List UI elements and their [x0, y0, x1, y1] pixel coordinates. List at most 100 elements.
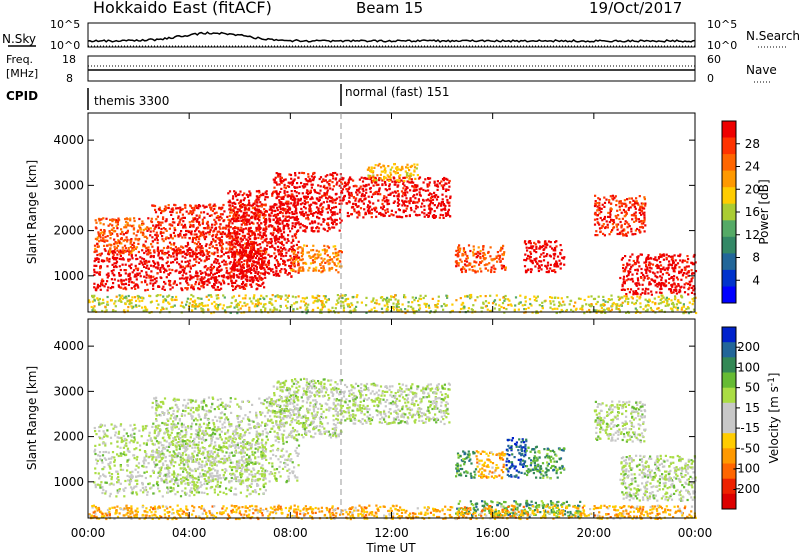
power-cell: [455, 262, 458, 265]
power-cell: [275, 190, 278, 193]
power-cell: [340, 219, 343, 222]
power-cell: [288, 206, 291, 209]
power-cell: [285, 200, 288, 203]
power-cell: [250, 265, 254, 268]
power-cell: [186, 250, 189, 253]
power-cell: [313, 258, 317, 261]
power-cell: [212, 238, 215, 241]
power-cell: [139, 231, 143, 234]
power-cell: [603, 217, 606, 221]
power-cell: [380, 213, 383, 216]
power-cell: [538, 266, 541, 269]
power-cell: [664, 279, 667, 282]
power-cell: [599, 216, 602, 220]
power-cell: [124, 224, 127, 227]
power-cell: [597, 197, 600, 200]
power-cell: [200, 211, 203, 214]
power-cell: [386, 174, 389, 177]
power-cell: [99, 222, 102, 225]
power-cell: [128, 265, 131, 268]
power-cell: [238, 294, 241, 297]
power-cell: [323, 193, 326, 196]
power-cell: [271, 194, 274, 197]
nave-tick-bottom: 0: [707, 72, 714, 85]
power-cell: [180, 260, 183, 263]
power-cell: [348, 177, 351, 180]
power-cell: [218, 275, 221, 278]
power-cell: [213, 239, 216, 242]
power-cell: [530, 245, 533, 248]
power-cell: [383, 180, 387, 184]
power-cell: [634, 232, 637, 236]
power-cell: [547, 240, 551, 243]
power-cell: [364, 211, 367, 214]
power-cell: [162, 216, 165, 219]
power-cell: [128, 258, 131, 261]
power-cell: [254, 303, 257, 306]
power-cell: [559, 253, 562, 256]
power-cell: [317, 209, 320, 212]
power-cell: [264, 191, 267, 194]
power-cell: [444, 304, 447, 307]
power-cell: [611, 229, 614, 232]
power-cell: [612, 219, 615, 222]
power-cell: [101, 234, 105, 237]
power-cell: [308, 178, 311, 181]
power-cell: [474, 270, 477, 273]
power-cell: [462, 247, 465, 250]
power-cell: [634, 302, 637, 305]
power-cell: [265, 221, 268, 224]
power-cell: [149, 255, 152, 259]
power-cell: [328, 184, 331, 187]
power-cell: [242, 211, 245, 215]
power-cell: [210, 240, 213, 244]
power-cell: [282, 262, 285, 265]
power-cell: [98, 285, 102, 288]
power-cell: [659, 253, 662, 256]
power-cell: [444, 189, 448, 193]
power-cell: [142, 228, 145, 232]
power-cell: [640, 213, 643, 216]
power-cell: [94, 247, 97, 250]
power-cell: [279, 175, 282, 178]
power-cell: [124, 286, 127, 289]
power-cell: [145, 266, 148, 269]
power-cell: [119, 297, 122, 300]
power-cell: [302, 300, 306, 303]
power-cell: [229, 232, 232, 235]
power-cell: [535, 311, 538, 315]
power-cell: [335, 254, 338, 258]
power-cell: [150, 220, 153, 223]
power-cell: [195, 252, 198, 255]
power-cell: [264, 203, 267, 206]
power-cell: [331, 306, 334, 309]
power-cell: [313, 188, 316, 192]
power-cell: [291, 250, 294, 253]
power-cell: [434, 304, 437, 307]
power-cell: [659, 275, 662, 278]
power-cell: [248, 309, 251, 312]
power-cell: [472, 254, 475, 257]
power-cell: [239, 246, 242, 249]
power-cell: [216, 288, 219, 291]
power-cell: [385, 189, 389, 192]
power-cell: [243, 203, 246, 207]
power-cell: [384, 188, 387, 191]
power-cell: [233, 231, 236, 234]
power-cell: [192, 276, 195, 279]
power-cell: [276, 193, 279, 196]
power-cell: [119, 232, 122, 235]
power-cell: [667, 266, 670, 269]
power-cell: [334, 251, 337, 254]
power-cell: [525, 246, 528, 249]
power-cell: [292, 264, 295, 267]
power-cell: [261, 263, 264, 267]
power-cell: [198, 281, 201, 284]
power-cell: [294, 270, 297, 273]
power-cell: [194, 258, 197, 261]
power-cell: [347, 191, 351, 194]
power-cell: [679, 253, 682, 256]
power-cell: [129, 217, 132, 220]
power-cell: [213, 218, 216, 221]
power-cell: [246, 278, 249, 281]
